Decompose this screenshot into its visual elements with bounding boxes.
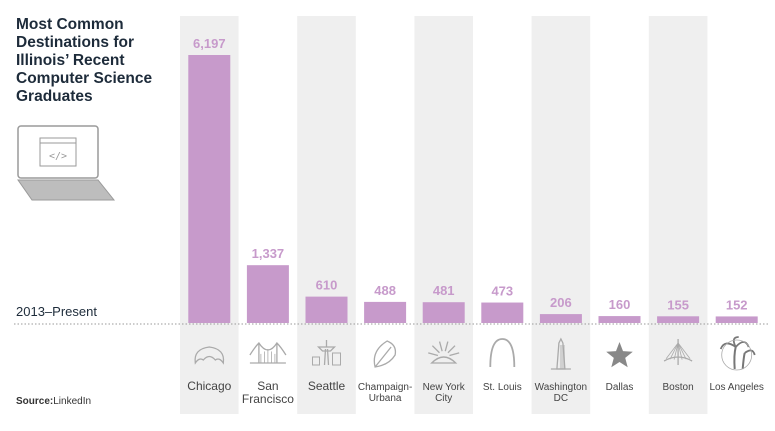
bar-value-label: 488: [374, 283, 396, 298]
bar: [539, 314, 582, 323]
city-label: Seattle: [308, 379, 346, 393]
bar-value-label: 160: [609, 297, 631, 312]
column-band: [531, 16, 591, 414]
bar-value-label: 206: [550, 295, 572, 310]
column-band: [414, 16, 473, 414]
bar-value-label: 152: [726, 297, 748, 312]
bar: [305, 296, 348, 323]
period-label: 2013–Present: [16, 304, 97, 319]
city-label: Washington: [535, 382, 587, 393]
city-label: Boston: [663, 382, 694, 393]
bar-value-label: 155: [667, 297, 689, 312]
city-label: San: [257, 379, 278, 393]
source-prefix: Source:: [16, 396, 54, 407]
city-label: Champaign-: [358, 382, 412, 393]
oak-leaf-icon: [373, 340, 397, 368]
palm-trees-icon: [719, 336, 756, 371]
gateway-arch-icon: [489, 338, 516, 368]
source-name: LinkedIn: [53, 396, 92, 407]
space-needle-icon: [312, 340, 341, 366]
column-band: [297, 16, 356, 414]
city-label: City: [435, 393, 452, 404]
bar: [657, 316, 700, 323]
golden-gate-icon: [249, 341, 287, 364]
bar: [246, 265, 289, 323]
city-label: St. Louis: [483, 382, 522, 393]
bar-value-label: 6,197: [193, 36, 226, 51]
bar-value-label: 1,337: [252, 246, 285, 261]
star-icon: [606, 342, 633, 368]
city-label: Chicago: [187, 379, 231, 393]
laptop-code-icon: </>: [17, 125, 116, 201]
bar-value-label: 473: [491, 284, 513, 299]
city-label: Francisco: [242, 392, 294, 406]
monument-icon: [550, 337, 571, 370]
bar: [598, 316, 641, 323]
bar-value-label: 481: [433, 283, 455, 298]
bar: [715, 316, 758, 323]
bar: [481, 302, 524, 323]
city-label: DC: [554, 393, 568, 404]
bar: [422, 302, 465, 323]
city-label: New York: [423, 382, 466, 393]
city-label: Dallas: [606, 382, 634, 393]
source-note: Source:LinkedIn: [16, 396, 91, 407]
bar-value-label: 610: [316, 278, 338, 293]
svg-text:</>: </>: [49, 151, 67, 162]
city-label: Urbana: [369, 393, 402, 404]
liberty-crown-icon: [428, 341, 460, 364]
zakim-bridge-icon: [663, 339, 693, 365]
city-label: Los Angeles: [709, 382, 764, 393]
chart-title: Most Common Destinations for Illinois’ R…: [16, 16, 153, 105]
bar: [188, 55, 231, 323]
bean-icon: [194, 346, 225, 365]
bar: [364, 301, 407, 323]
